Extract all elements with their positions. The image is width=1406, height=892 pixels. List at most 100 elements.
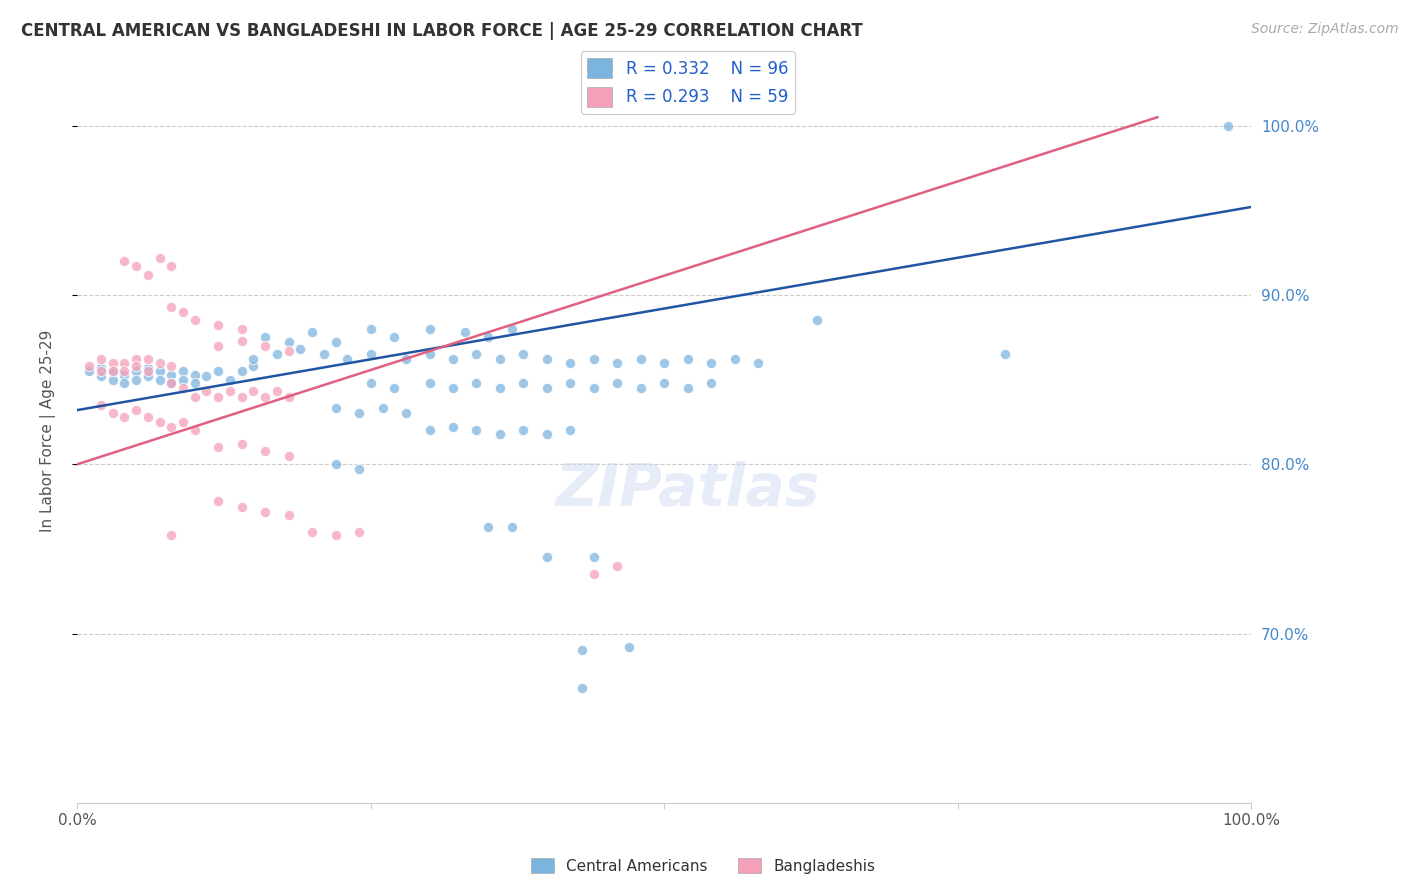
Point <box>183 368 207 382</box>
Point <box>112 376 135 390</box>
Point <box>254 339 277 353</box>
Point <box>501 520 523 534</box>
Point <box>536 352 558 367</box>
Point <box>90 352 112 367</box>
Point <box>441 381 464 395</box>
Point <box>101 364 124 378</box>
Point <box>231 334 253 348</box>
Point <box>325 335 347 350</box>
Point <box>219 373 242 387</box>
Point <box>606 558 628 573</box>
Point <box>395 352 418 367</box>
Point <box>654 376 676 390</box>
Point <box>148 364 170 378</box>
Point <box>112 356 135 370</box>
Point <box>312 347 335 361</box>
Point <box>606 376 628 390</box>
Point <box>242 359 264 373</box>
Point <box>325 401 347 416</box>
Point <box>90 364 112 378</box>
Point <box>90 398 112 412</box>
Point <box>617 640 640 654</box>
Point <box>747 356 769 370</box>
Point <box>148 356 170 370</box>
Point <box>183 390 207 404</box>
Point <box>360 376 382 390</box>
Point <box>441 352 464 367</box>
Point <box>125 359 148 373</box>
Point <box>242 384 264 399</box>
Text: CENTRAL AMERICAN VS BANGLADESHI IN LABOR FORCE | AGE 25-29 CORRELATION CHART: CENTRAL AMERICAN VS BANGLADESHI IN LABOR… <box>21 22 863 40</box>
Point <box>277 449 299 463</box>
Point <box>172 415 194 429</box>
Point <box>277 335 299 350</box>
Point <box>371 401 394 416</box>
Point <box>560 376 582 390</box>
Point <box>512 347 534 361</box>
Text: Source: ZipAtlas.com: Source: ZipAtlas.com <box>1251 22 1399 37</box>
Point <box>336 352 359 367</box>
Point <box>512 424 534 438</box>
Point <box>606 356 628 370</box>
Point <box>512 376 534 390</box>
Point <box>582 352 605 367</box>
Point <box>419 347 441 361</box>
Point <box>254 443 277 458</box>
Point <box>125 373 148 387</box>
Point <box>136 360 159 375</box>
Point <box>454 325 477 339</box>
Point <box>183 313 207 327</box>
Point <box>582 550 605 565</box>
Point <box>630 381 652 395</box>
Point <box>231 364 253 378</box>
Point <box>101 407 124 421</box>
Point <box>219 384 242 399</box>
Point <box>477 330 499 344</box>
Point <box>676 381 699 395</box>
Point <box>125 259 148 273</box>
Point <box>560 356 582 370</box>
Point <box>148 373 170 387</box>
Point <box>172 305 194 319</box>
Point <box>571 681 593 695</box>
Point <box>994 347 1017 361</box>
Point <box>207 318 229 333</box>
Point <box>231 322 253 336</box>
Point <box>465 347 488 361</box>
Point <box>101 373 124 387</box>
Point <box>277 390 299 404</box>
Point <box>136 268 159 282</box>
Point <box>195 369 218 384</box>
Point <box>419 322 441 336</box>
Point <box>112 409 135 424</box>
Point <box>112 254 135 268</box>
Point <box>536 550 558 565</box>
Point <box>136 352 159 367</box>
Point <box>347 462 370 476</box>
Point <box>148 415 170 429</box>
Point <box>489 352 512 367</box>
Point <box>125 403 148 417</box>
Point <box>724 352 747 367</box>
Point <box>536 426 558 441</box>
Point <box>125 352 148 367</box>
Point <box>231 390 253 404</box>
Point <box>419 376 441 390</box>
Point <box>382 330 405 344</box>
Legend: Central Americans, Bangladeshis: Central Americans, Bangladeshis <box>524 852 882 880</box>
Point <box>172 373 194 387</box>
Point <box>489 381 512 395</box>
Point <box>160 359 183 373</box>
Point <box>207 440 229 454</box>
Point <box>806 313 828 327</box>
Point <box>195 384 218 399</box>
Point <box>325 457 347 471</box>
Legend: R = 0.332    N = 96, R = 0.293    N = 59: R = 0.332 N = 96, R = 0.293 N = 59 <box>581 52 794 114</box>
Point <box>347 407 370 421</box>
Point <box>112 364 135 378</box>
Point <box>254 330 277 344</box>
Point <box>560 424 582 438</box>
Point <box>183 376 207 390</box>
Point <box>676 352 699 367</box>
Point <box>347 524 370 539</box>
